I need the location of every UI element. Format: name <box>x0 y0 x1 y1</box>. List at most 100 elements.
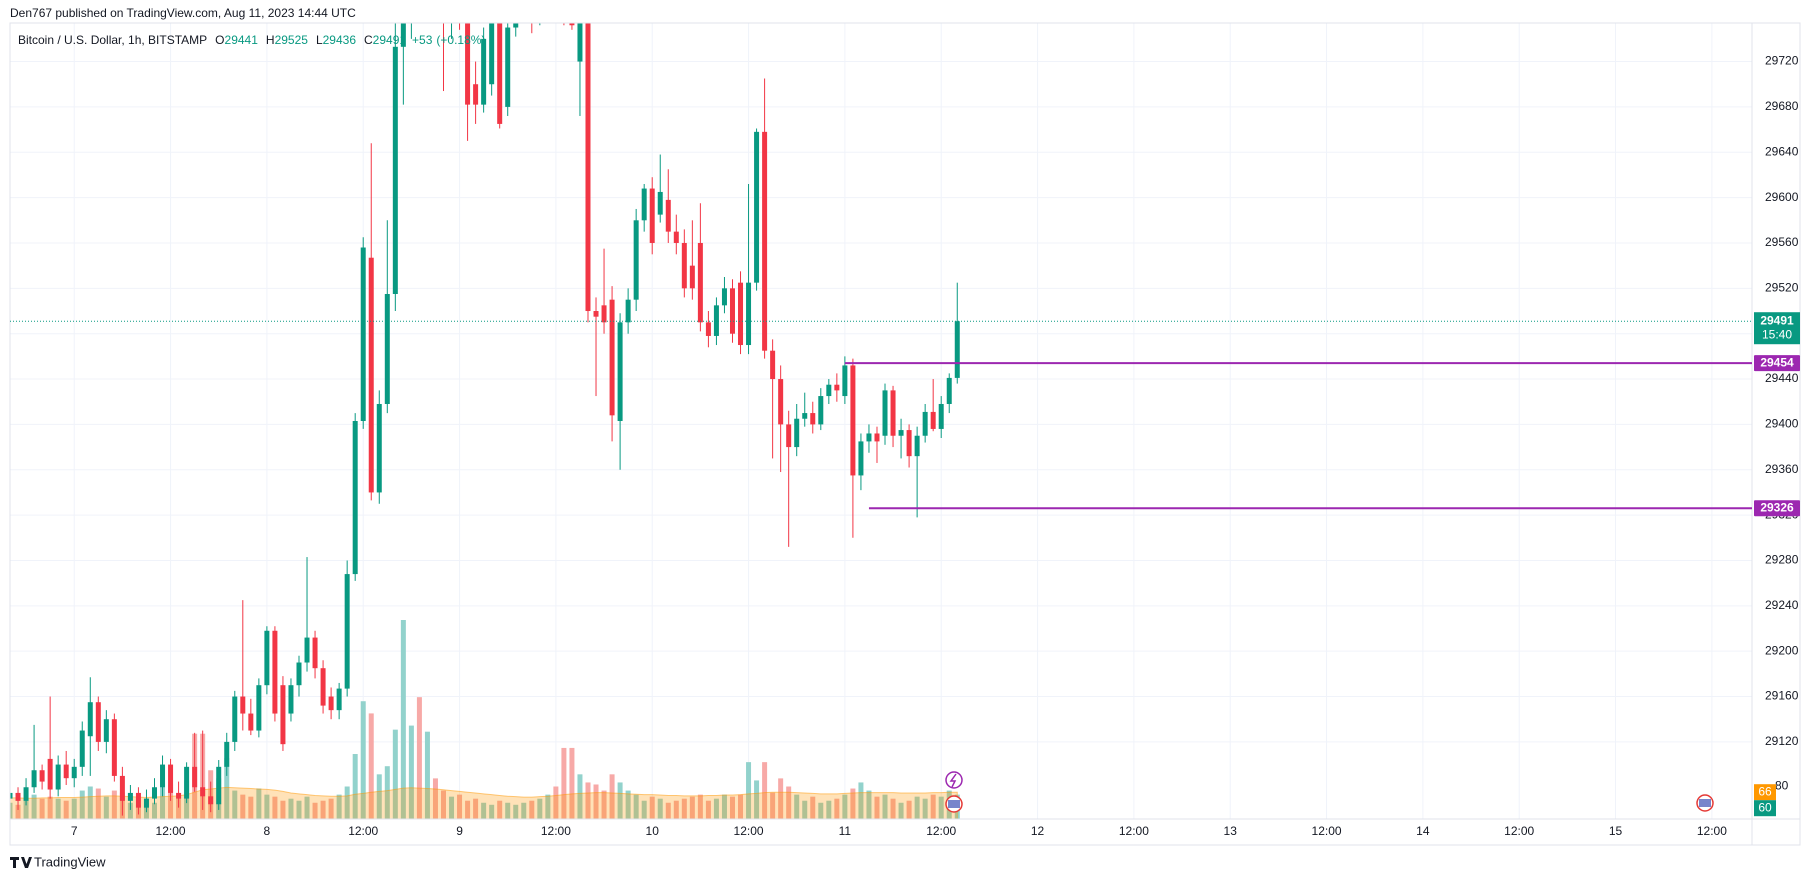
event-icon[interactable] <box>945 771 963 789</box>
candle-body <box>208 796 214 805</box>
candle-body <box>168 764 174 793</box>
y-tick-label: 29600 <box>1765 190 1799 204</box>
candle-body <box>834 384 840 391</box>
candle-body <box>216 766 222 805</box>
candle-body <box>288 685 294 714</box>
volume-bar <box>416 697 422 819</box>
hline-tag-bg <box>1754 355 1800 372</box>
volume-bar <box>296 800 302 819</box>
candle-body <box>818 396 824 425</box>
volume-bar <box>10 802 13 819</box>
volume-bar <box>818 802 824 819</box>
footer-logo: TradingView <box>10 854 106 869</box>
volume-bar <box>802 800 808 819</box>
candle-body <box>47 758 53 790</box>
volume-bar <box>489 804 495 819</box>
ohlc-letter: H <box>266 33 275 47</box>
candle-body <box>376 403 382 493</box>
volume-bar <box>906 800 912 819</box>
volume-bar <box>87 786 93 819</box>
candle-body <box>633 220 639 300</box>
candle-body <box>135 792 141 808</box>
candle-body <box>55 764 61 790</box>
candle-body <box>906 430 912 457</box>
y-tick-label: 29360 <box>1765 462 1799 476</box>
candle-body <box>858 441 864 476</box>
candle-body <box>754 131 760 283</box>
volume-bar <box>280 800 286 819</box>
candle-body <box>103 719 109 742</box>
volume-bar <box>151 802 157 819</box>
candle-body <box>248 713 254 731</box>
volume-bar <box>914 796 920 819</box>
volume-bar <box>272 796 278 819</box>
footer: TradingView <box>34 854 106 869</box>
candle-body <box>328 696 334 711</box>
candle-body <box>465 23 471 105</box>
volume-bar <box>481 802 487 819</box>
volume-bar <box>328 798 334 819</box>
candle-body <box>914 435 920 457</box>
volume-bar <box>449 796 455 819</box>
candle-body <box>272 630 278 714</box>
x-tick-label: 12:00 <box>734 824 764 838</box>
candle-body <box>770 350 776 380</box>
candle-body <box>400 23 406 47</box>
volume-bar <box>288 798 294 819</box>
last-price-tag: 29491 <box>1760 313 1794 327</box>
candle-body <box>786 424 792 448</box>
volume-bar <box>248 796 254 819</box>
volume-bar <box>617 782 623 819</box>
volume-bar <box>713 798 719 819</box>
lightning <box>949 773 957 788</box>
volume-bar <box>79 790 85 819</box>
candle-body <box>360 247 366 421</box>
volume-bar <box>63 800 69 819</box>
candle-body <box>95 702 101 742</box>
candle-body <box>39 770 45 782</box>
candle-body <box>505 27 511 107</box>
volume-bar <box>585 782 591 819</box>
x-tick-label: 7 <box>71 824 78 838</box>
candle-body <box>296 662 302 686</box>
candle-body <box>802 413 808 419</box>
volume-tag-bg <box>1754 800 1776 817</box>
candle-body <box>224 741 230 767</box>
volume-bar <box>465 800 471 819</box>
candle-body <box>192 766 198 788</box>
volume-bar <box>938 796 944 819</box>
volume-ma-area <box>10 786 958 819</box>
volume-bar <box>336 794 342 819</box>
volume-bar <box>842 794 848 819</box>
candle-body <box>705 322 711 336</box>
volume-bar <box>754 780 760 819</box>
volume-bar <box>721 794 727 819</box>
volume-bar <box>432 778 438 819</box>
volume-bar <box>609 774 615 819</box>
volume-bar <box>513 804 519 819</box>
candle-body <box>794 418 800 448</box>
candle-body <box>489 23 495 85</box>
volume-bar <box>898 802 904 819</box>
y-tick-label: 29640 <box>1765 144 1799 158</box>
ohlc-value: 29525 <box>275 33 309 47</box>
volume-bar <box>778 778 784 819</box>
x-tick-label: 8 <box>264 824 271 838</box>
volume-bar <box>786 786 792 819</box>
volume-bar <box>103 796 109 819</box>
volume-bar <box>304 796 310 819</box>
volume-bar <box>922 798 928 819</box>
ohlc-value: 29436 <box>323 33 357 47</box>
volume-bar <box>930 794 936 819</box>
y-tick-label: 29440 <box>1765 371 1799 385</box>
candle-body <box>673 231 679 243</box>
volume-bar <box>545 794 551 819</box>
candle-body <box>513 23 519 28</box>
volume-bar <box>657 798 663 819</box>
volume-bar <box>826 800 832 819</box>
ohlc-value: 29491 <box>373 33 407 47</box>
candle-body <box>850 365 856 476</box>
candle-body <box>160 764 166 788</box>
candle-body <box>922 411 928 436</box>
y-tick-label: 29240 <box>1765 598 1799 612</box>
